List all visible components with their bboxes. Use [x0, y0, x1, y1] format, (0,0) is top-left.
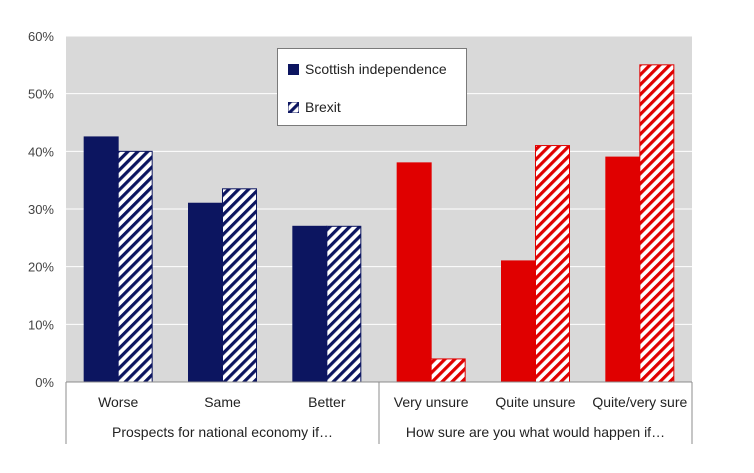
y-tick-label: 10% — [28, 317, 54, 332]
bar-brexit — [639, 64, 675, 383]
y-tick-label: 40% — [28, 144, 54, 159]
x-axis-groups: Prospects for national economy if… How su… — [65, 382, 693, 444]
x-axis: Worse Same Better Very unsure Quite unsure Qu… — [98, 394, 687, 410]
y-tick-label: 20% — [28, 260, 54, 275]
bar-brexit — [117, 150, 153, 383]
x-group-label: Prospects for national economy if… — [112, 424, 333, 440]
legend-swatch-solid — [288, 63, 299, 75]
gridlines — [66, 35, 692, 325]
bar-brexit — [430, 358, 466, 383]
legend: Scottish independence Brexit — [277, 48, 467, 126]
x-tick-label: Better — [308, 394, 346, 410]
x-tick-label: Quite/very sure — [592, 394, 687, 410]
bar-brexit — [535, 145, 570, 383]
x-group-label: How sure are you what would happen if… — [406, 424, 665, 440]
x-tick-label: Same — [204, 394, 241, 410]
bar-scottish-independence — [605, 156, 641, 383]
x-tick-label: Quite unsure — [495, 394, 575, 410]
bars — [83, 64, 675, 383]
legend-swatch-hatched — [288, 101, 299, 113]
y-tick-label: 50% — [28, 87, 54, 102]
x-tick-label: Worse — [98, 394, 138, 410]
y-tick-label: 0% — [35, 375, 54, 390]
bar-scottish-independence — [501, 260, 536, 383]
bar-brexit — [222, 188, 257, 383]
y-tick-label: 30% — [28, 202, 54, 217]
y-axis: 0% 10% 20% 30% 40% 50% 60% — [28, 29, 54, 390]
bar-scottish-independence — [396, 162, 432, 383]
y-tick-label: 60% — [28, 29, 54, 44]
bar-scottish-independence — [188, 202, 223, 383]
legend-label: Brexit — [305, 99, 341, 115]
legend-item-brexit: Brexit — [288, 97, 341, 117]
bar-brexit — [326, 225, 362, 383]
bar-scottish-independence — [292, 225, 328, 383]
legend-label: Scottish independence — [305, 61, 447, 77]
bar-scottish-independence — [83, 136, 119, 383]
legend-item-scottish-independence: Scottish independence — [288, 59, 447, 79]
x-tick-label: Very unsure — [394, 394, 469, 410]
